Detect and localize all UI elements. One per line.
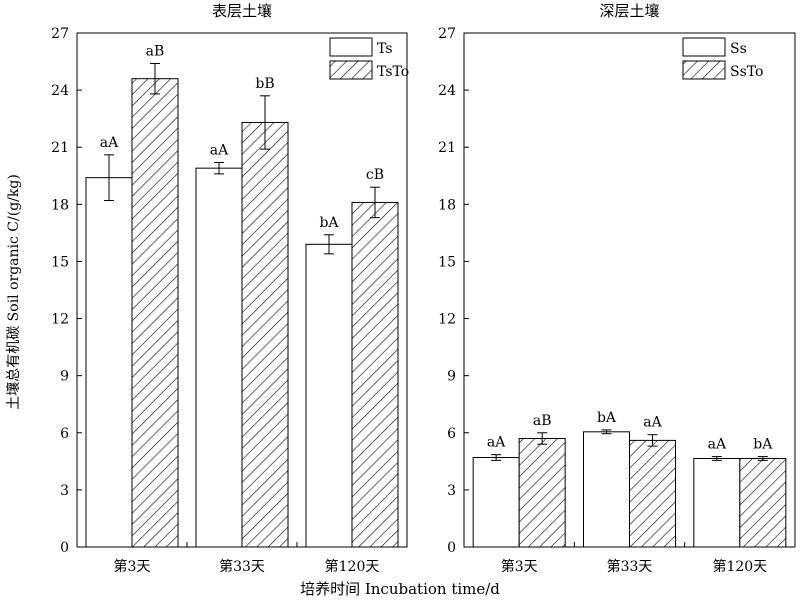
y-tick-label: 3 (447, 483, 456, 499)
x-tick-label: 第3天 (501, 558, 538, 575)
chart-panel-2: 深层土壤 0 3 6 9 12 15 18 21 24 27 第3天 aA aB 第33天 bA aA 第120天… (438, 2, 796, 575)
x-axis-label: 培养时间 Incubation time/d (300, 580, 500, 598)
bar-SsTo (739, 457, 787, 548)
legend-swatch-SsTo (682, 60, 726, 80)
bar-SsTo (518, 437, 566, 548)
significance-label: aA (100, 135, 119, 151)
legend-swatch-TsTo (329, 60, 373, 80)
y-tick-label: 21 (51, 140, 69, 156)
y-tick-label: 0 (60, 540, 69, 556)
x-tick-label: 第120天 (712, 558, 767, 575)
x-tick-label: 第33天 (607, 558, 653, 575)
y-axis-label: 土壤总有机碳 Soil organic C/(g/kg) (5, 174, 22, 410)
y-tick-label: 3 (60, 483, 69, 499)
y-tick-label: 6 (60, 426, 69, 442)
significance-label: aA (643, 415, 662, 431)
chart-panel-1: 表层土壤 0 3 6 9 12 15 18 21 24 27 第3天 aA aB 第33天 aA bB 第120天… (51, 2, 409, 575)
y-tick-label: 9 (447, 369, 456, 385)
significance-label: bA (597, 410, 617, 426)
bar-Ts (305, 243, 353, 548)
legend-label: Ts (377, 41, 393, 57)
panel-title: 深层土壤 (599, 2, 659, 20)
x-tick-label: 第120天 (325, 558, 380, 575)
y-tick-label: 18 (438, 197, 456, 213)
bar-TsTo (131, 78, 179, 548)
legend-swatch-Ss (682, 37, 726, 57)
bar-Ss (583, 431, 630, 548)
significance-label: aB (146, 43, 165, 59)
significance-label: aA (487, 435, 506, 451)
y-tick-label: 6 (447, 426, 456, 442)
bar-Ts (85, 177, 133, 548)
significance-label: aA (708, 437, 727, 453)
significance-label: cB (366, 167, 384, 183)
significance-label: aA (210, 142, 229, 158)
y-tick-label: 24 (438, 83, 456, 99)
bar-SsTo (629, 439, 676, 548)
y-tick-label: 21 (438, 140, 456, 156)
y-tick-label: 18 (51, 197, 69, 213)
y-tick-label: 12 (51, 312, 69, 328)
y-tick-label: 0 (447, 540, 456, 556)
significance-label: bA (753, 437, 773, 453)
bar-Ts (195, 167, 243, 548)
y-tick-label: 15 (438, 254, 456, 270)
x-tick-label: 第33天 (219, 558, 265, 575)
bar-Ss (472, 457, 520, 548)
legend-label: SsTo (730, 64, 763, 80)
y-tick-label: 24 (51, 83, 69, 99)
significance-label: bB (255, 76, 274, 92)
y-tick-label: 27 (438, 26, 456, 42)
legend-label: Ss (730, 41, 747, 57)
bar-TsTo (241, 121, 289, 548)
y-tick-label: 9 (60, 369, 69, 385)
y-tick-label: 15 (51, 254, 69, 270)
significance-label: bA (319, 215, 339, 231)
panel-title: 表层土壤 (212, 2, 272, 20)
legend-swatch-Ts (329, 37, 373, 57)
significance-label: aB (533, 413, 552, 429)
x-tick-label: 第3天 (114, 558, 151, 575)
bar-TsTo (351, 201, 399, 548)
legend-label: TsTo (377, 64, 409, 80)
y-tick-label: 27 (51, 26, 69, 42)
bar-Ss (693, 457, 741, 548)
y-tick-label: 12 (438, 312, 456, 328)
